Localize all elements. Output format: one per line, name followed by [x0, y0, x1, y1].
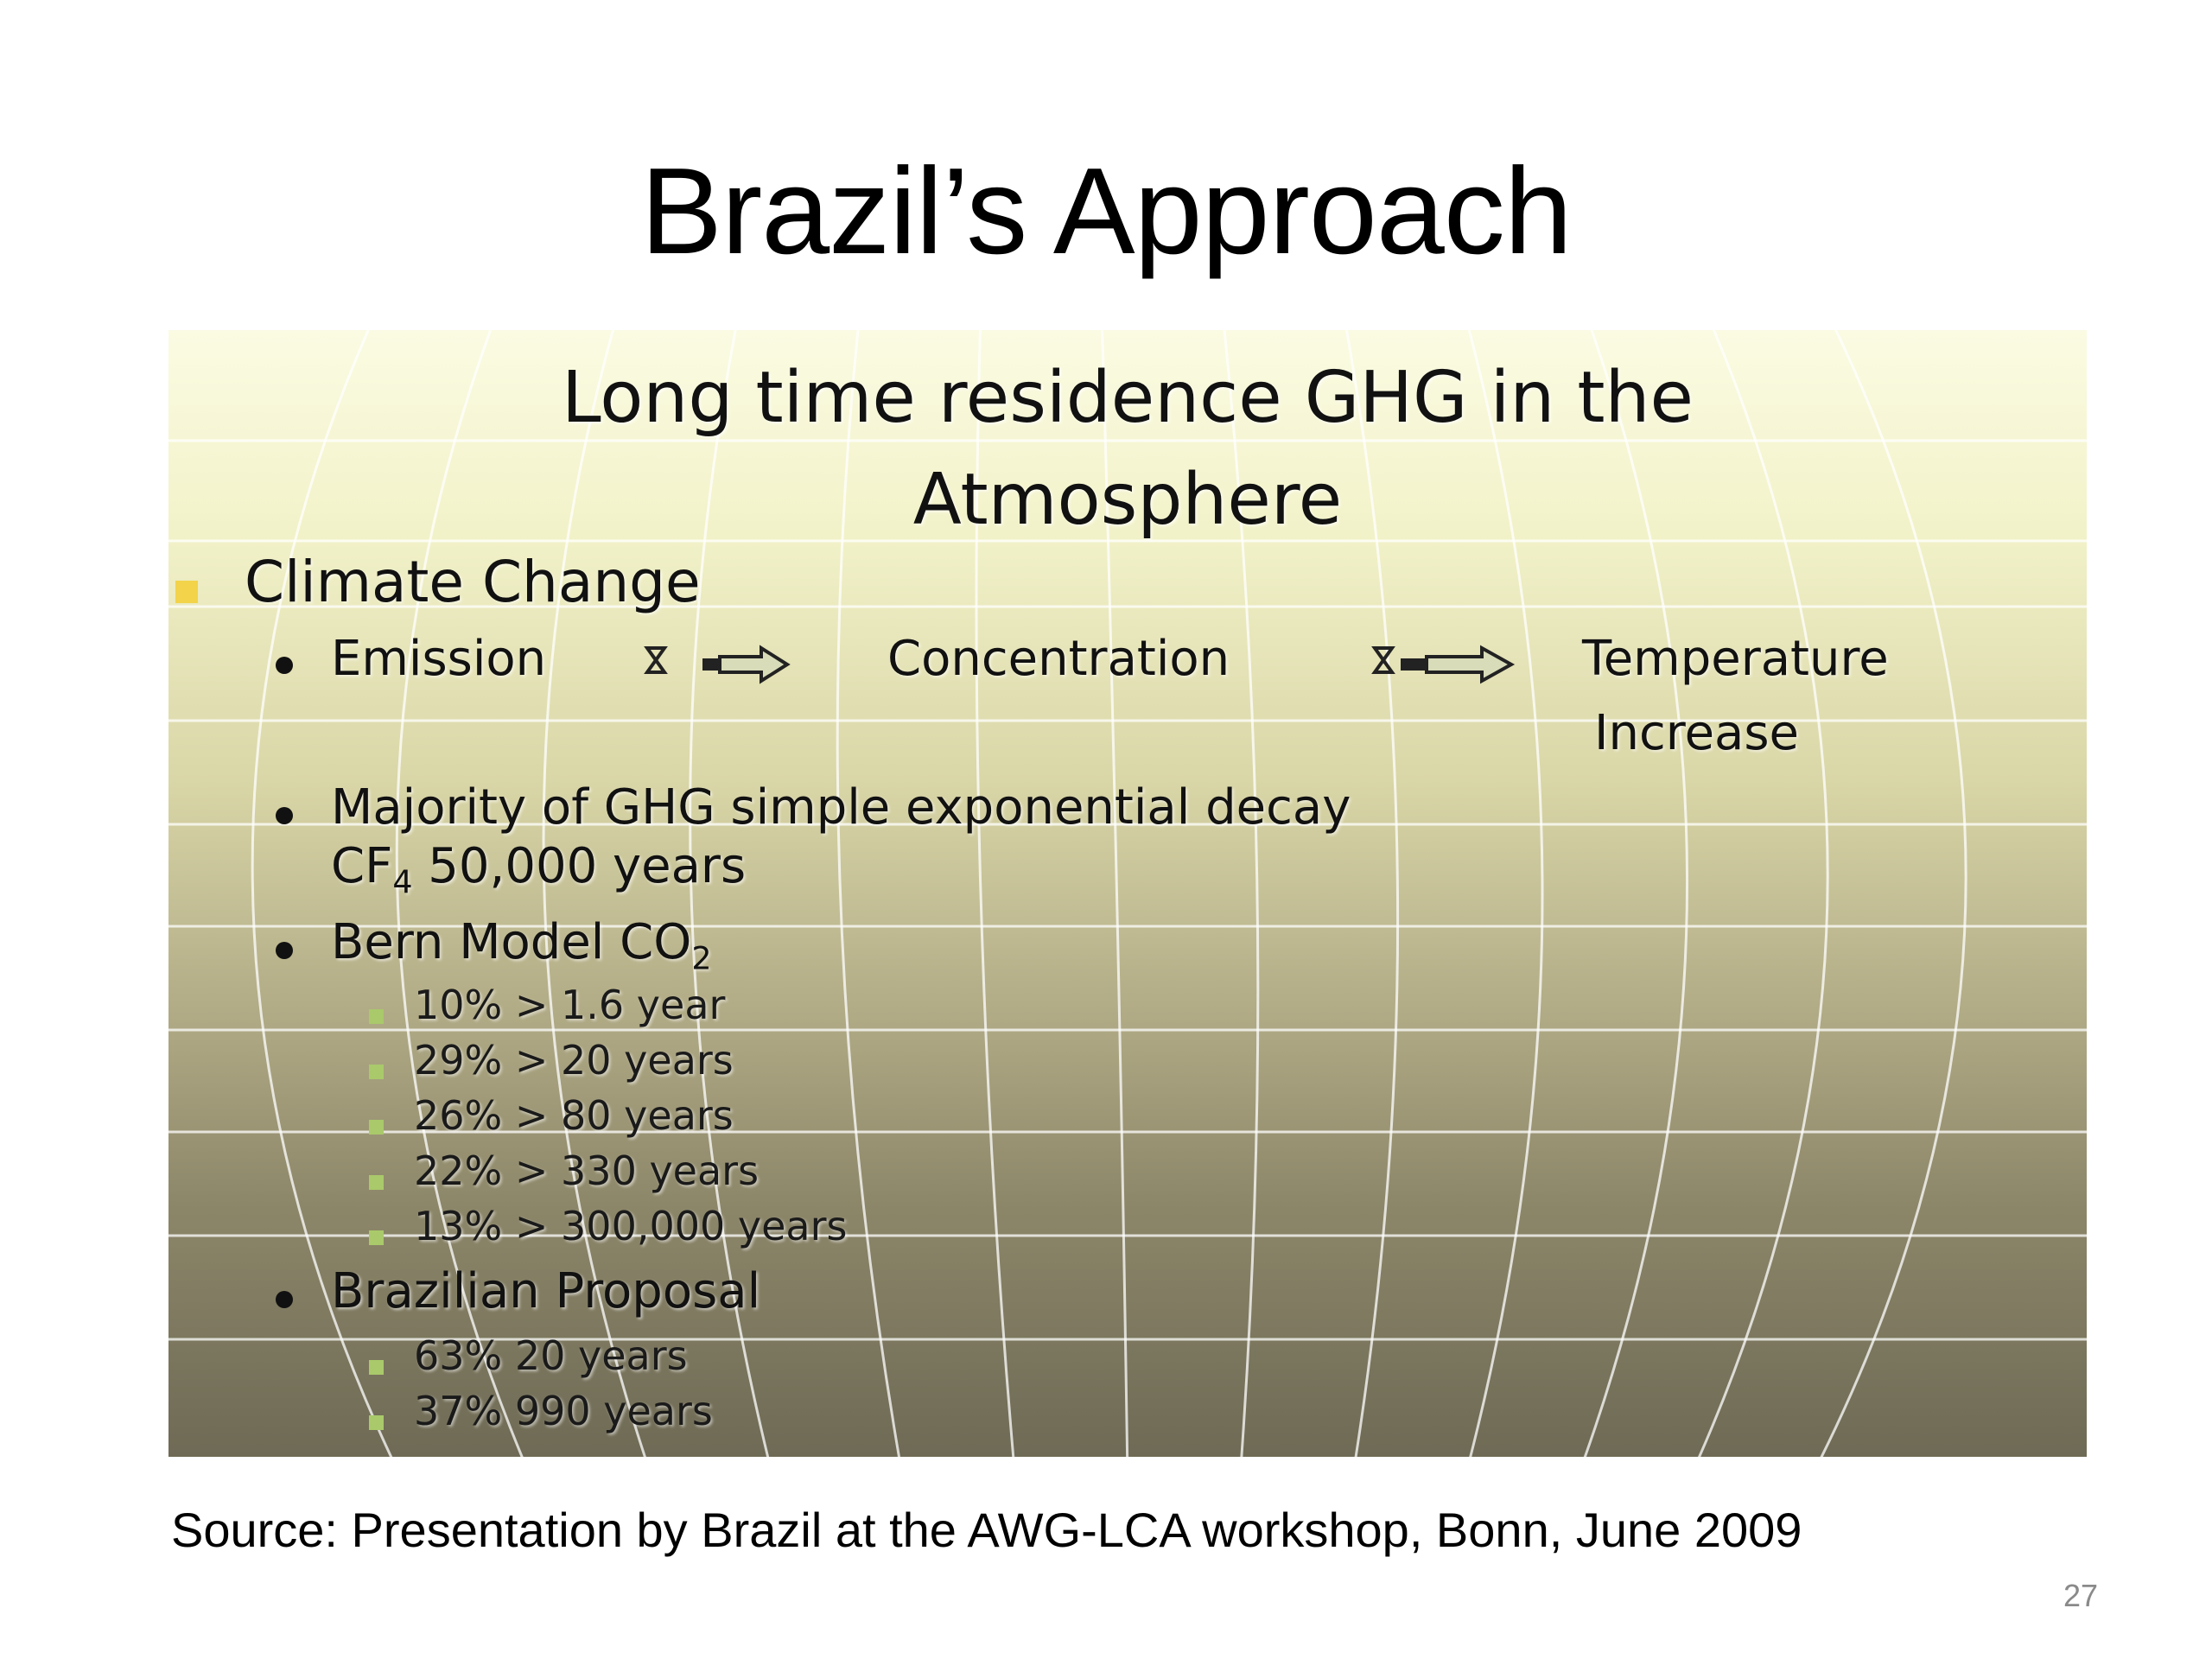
arrow-right-icon	[644, 645, 791, 684]
source-caption: Source: Presentation by Brazil at the AW…	[171, 1503, 1802, 1557]
flow-concentration: Concentration	[887, 631, 1230, 687]
sub-bullet	[369, 1009, 384, 1024]
flow-temperature: Temperature	[1582, 631, 1889, 687]
sub-bullet	[369, 1230, 384, 1245]
sub-bullet	[369, 1065, 384, 1079]
slide-title: Brazil’s Approach	[640, 143, 1573, 280]
bern-item: 29% > 20 years	[414, 1037, 734, 1084]
globe-grid-background	[168, 330, 2087, 1457]
bern-model-label: Bern Model CO2	[331, 914, 712, 977]
embedded-heading-line2: Atmosphere	[912, 459, 1343, 541]
bern-item: 26% > 80 years	[414, 1092, 734, 1139]
arrow-right-icon	[1371, 645, 1516, 684]
bullet-dot	[276, 807, 293, 824]
topic-climate-change: Climate Change	[245, 549, 701, 615]
bullet-dot	[276, 942, 293, 959]
topic-bullet	[175, 581, 198, 603]
page-number: 27	[2063, 1578, 2098, 1613]
bullet-dot	[276, 1291, 293, 1308]
flow-emission: Emission	[331, 631, 547, 687]
bern-item: 22% > 330 years	[414, 1147, 760, 1194]
flow-increase: Increase	[1594, 705, 1799, 761]
sub-bullet	[369, 1415, 384, 1430]
proposal-item: 37% 990 years	[414, 1388, 713, 1434]
majority-line2: CF4 50,000 years	[331, 838, 747, 901]
embedded-heading-line1: Long time residence GHG in the	[562, 357, 1694, 439]
proposal-item: 63% 20 years	[414, 1332, 688, 1379]
bullet-dot	[276, 657, 293, 674]
brazilian-proposal-label: Brazilian Proposal	[331, 1263, 761, 1319]
bern-item: 10% > 1.6 year	[414, 982, 726, 1028]
embedded-slide-image: Long time residence GHG in the Atmospher…	[168, 330, 2087, 1457]
sub-bullet	[369, 1360, 384, 1375]
sub-bullet	[369, 1120, 384, 1135]
majority-line1: Majority of GHG simple exponential decay	[331, 779, 1351, 836]
sub-bullet	[369, 1175, 384, 1190]
bern-item: 13% > 300,000 years	[414, 1203, 848, 1249]
